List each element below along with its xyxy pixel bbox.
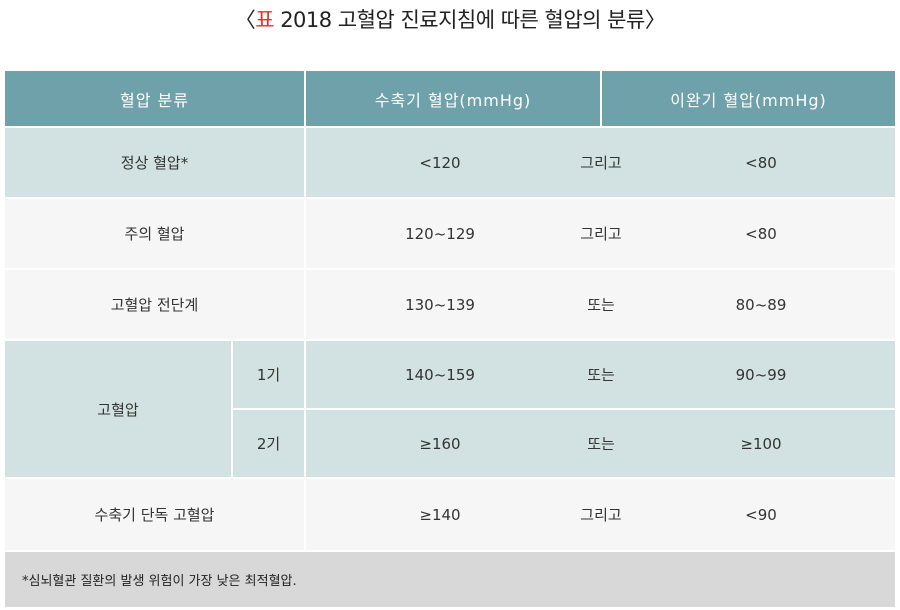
row-category: 주의 혈압 — [5, 199, 304, 268]
stage-label: 1기 — [233, 341, 304, 408]
systolic-value: ≥160 — [419, 434, 461, 453]
systolic-value: <120 — [419, 153, 461, 172]
conjunction: 또는 — [587, 296, 615, 314]
row-category: 수축기 단독 고혈압 — [5, 479, 304, 550]
systolic-value: ≥140 — [419, 505, 461, 524]
bp-classification-table: 혈압 분류 수축기 혈압(mmHg) 이완기 혈압(mmHg) 정상 혈압* <… — [5, 71, 895, 607]
conjunction: 또는 — [587, 435, 615, 453]
title-text: 2018 고혈압 진료지침에 따른 혈압의 분류 — [274, 8, 645, 32]
conjunction: 그리고 — [580, 506, 622, 524]
table-row: 120~129 그리고 <80 — [306, 199, 895, 268]
header-diastolic: 이완기 혈압(mmHg) — [602, 71, 895, 126]
diastolic-value: <80 — [745, 153, 777, 172]
header-category: 혈압 분류 — [5, 71, 304, 126]
diastolic-value: ≥100 — [740, 434, 782, 453]
diastolic-value: 80~89 — [735, 295, 787, 314]
footnote: *심뇌혈관 질환의 발생 위험이 가장 낮은 최적혈압. — [5, 552, 895, 607]
conjunction: 또는 — [587, 366, 615, 384]
conjunction: 그리고 — [580, 154, 622, 172]
diastolic-value: 90~99 — [735, 365, 787, 384]
row-category: 고혈압 전단계 — [5, 270, 304, 339]
table-row: <120 그리고 <80 — [306, 128, 895, 197]
table-row: 140~159 또는 90~99 — [306, 341, 895, 408]
systolic-value: 130~139 — [405, 295, 475, 314]
conjunction: 그리고 — [580, 225, 622, 243]
table-row: 130~139 또는 80~89 — [306, 270, 895, 339]
systolic-value: 140~159 — [405, 365, 475, 384]
title-close-bracket: 〉 — [644, 8, 666, 32]
row-category: 정상 혈압* — [5, 128, 304, 197]
systolic-value: 120~129 — [405, 224, 475, 243]
diastolic-value: <90 — [745, 505, 777, 524]
row-category-hypertension: 고혈압 — [5, 341, 231, 477]
stage-label: 2기 — [233, 410, 304, 477]
header-systolic: 수축기 혈압(mmHg) — [306, 71, 600, 126]
title-open-bracket: 〈 — [234, 8, 256, 32]
title-mark: 표 — [255, 8, 275, 32]
diastolic-value: <80 — [745, 224, 777, 243]
table-title: 〈표 2018 고혈압 진료지침에 따른 혈압의 분류〉 — [0, 4, 900, 34]
table-row: ≥160 또는 ≥100 — [306, 410, 895, 477]
table-row: ≥140 그리고 <90 — [306, 479, 895, 550]
